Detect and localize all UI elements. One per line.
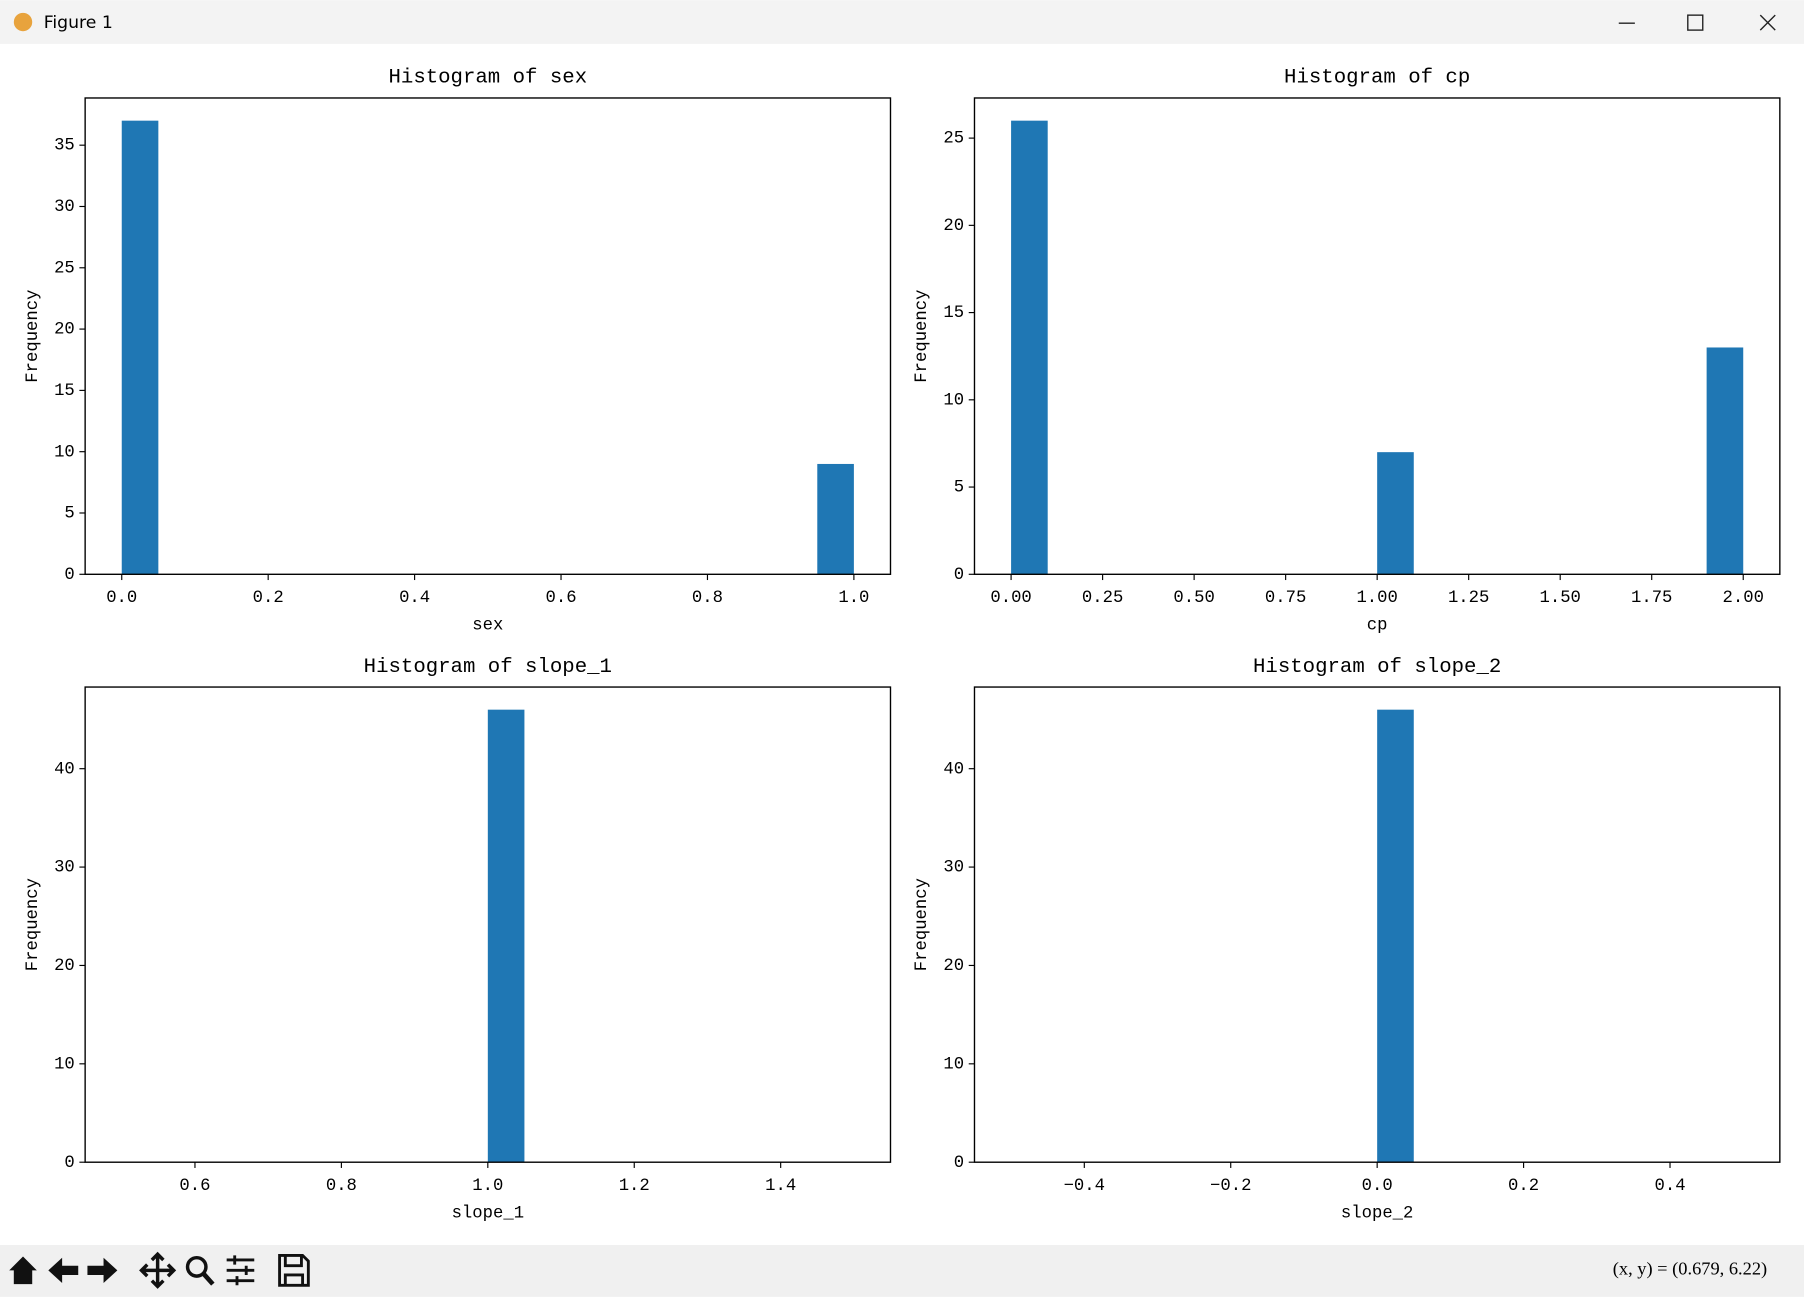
- x-tick-label: 0.4: [1654, 1177, 1685, 1196]
- histogram-bar: [1706, 347, 1744, 575]
- y-tick-label: 25: [54, 259, 75, 278]
- x-tick-label: 1.0: [472, 1177, 503, 1196]
- y-tick-label: 0: [954, 1154, 964, 1173]
- x-tick-label: −0.4: [1064, 1177, 1105, 1196]
- back-button[interactable]: [48, 1257, 79, 1284]
- y-tick-label: 0: [64, 566, 74, 585]
- app-icon: [13, 12, 33, 32]
- x-tick-label: 0.0: [106, 589, 137, 608]
- histogram-bar: [487, 709, 525, 1163]
- x-axis-label: slope_1: [452, 1204, 524, 1223]
- histogram-bar: [121, 120, 159, 575]
- x-tick-label: 0.75: [1265, 589, 1306, 608]
- y-axis-label: Frequency: [913, 290, 932, 383]
- x-tick-label: 1.2: [619, 1177, 650, 1196]
- axes-frame: [84, 686, 892, 1163]
- y-tick-label: 40: [54, 760, 75, 779]
- home-button[interactable]: [9, 1256, 37, 1285]
- x-tick-label: 1.4: [765, 1177, 796, 1196]
- x-tick-label: 0.6: [545, 589, 576, 608]
- x-tick-label: 0.2: [253, 589, 284, 608]
- y-tick-label: 5: [64, 505, 74, 524]
- y-tick-label: 35: [54, 137, 75, 156]
- x-tick-label: 0.00: [990, 589, 1031, 608]
- y-tick-label: 15: [54, 382, 75, 401]
- histogram-bar: [1377, 452, 1414, 575]
- y-tick-label: 20: [54, 321, 75, 340]
- y-tick-label: 25: [943, 130, 964, 149]
- y-tick-label: 20: [54, 957, 75, 976]
- y-tick-label: 5: [954, 479, 964, 498]
- zoom-button[interactable]: [185, 1255, 215, 1286]
- histogram-bar: [1377, 709, 1414, 1163]
- toolbar: [0, 1245, 1804, 1297]
- x-tick-label: 0.6: [179, 1177, 210, 1196]
- x-tick-label: −0.2: [1210, 1177, 1251, 1196]
- y-tick-label: 10: [943, 1055, 964, 1074]
- y-tick-label: 10: [54, 443, 75, 462]
- chart-title: Histogram of slope_1: [364, 656, 612, 679]
- y-tick-label: 10: [943, 391, 964, 410]
- configure-button[interactable]: [226, 1255, 255, 1286]
- x-tick-label: 0.4: [399, 589, 430, 608]
- axes-frame: [973, 686, 1781, 1163]
- x-tick-label: 2.00: [1723, 589, 1764, 608]
- chart-title: Histogram of cp: [1284, 67, 1470, 90]
- x-tick-label: 0.50: [1173, 589, 1214, 608]
- y-tick-label: 30: [54, 198, 75, 217]
- histogram-bar: [817, 463, 854, 575]
- chart-title: Histogram of slope_2: [1253, 656, 1501, 679]
- pan-button[interactable]: [139, 1251, 177, 1289]
- y-tick-label: 0: [954, 566, 964, 585]
- window-title: Figure 1: [44, 13, 113, 33]
- y-axis-label: Frequency: [24, 878, 43, 971]
- x-tick-label: 0.25: [1082, 589, 1123, 608]
- x-tick-label: 0.0: [1362, 1177, 1393, 1196]
- y-tick-label: 30: [943, 859, 964, 878]
- axes-frame: [84, 97, 892, 575]
- y-axis-label: Frequency: [24, 290, 43, 383]
- y-tick-label: 20: [943, 957, 964, 976]
- x-tick-label: 1.50: [1539, 589, 1580, 608]
- x-tick-label: 1.0: [838, 589, 869, 608]
- y-tick-label: 0: [64, 1154, 74, 1173]
- x-axis-label: sex: [472, 616, 503, 635]
- y-tick-label: 10: [54, 1055, 75, 1074]
- x-axis-label: cp: [1367, 616, 1388, 635]
- histogram-bar: [1011, 120, 1048, 575]
- cursor-coordinates: (x, y) = (0.679, 6.22): [1613, 1259, 1767, 1280]
- y-tick-label: 40: [943, 760, 964, 779]
- save-button[interactable]: [278, 1253, 310, 1287]
- forward-button[interactable]: [87, 1257, 118, 1284]
- x-tick-label: 0.8: [326, 1177, 357, 1196]
- x-axis-label: slope_2: [1341, 1204, 1413, 1223]
- x-tick-label: 0.2: [1508, 1177, 1539, 1196]
- chart-title: Histogram of sex: [388, 67, 587, 90]
- x-tick-label: 1.00: [1356, 589, 1397, 608]
- x-tick-label: 1.25: [1448, 589, 1489, 608]
- y-axis-label: Frequency: [913, 878, 932, 971]
- close-button[interactable]: [1759, 14, 1776, 31]
- y-tick-label: 30: [54, 859, 75, 878]
- title-bar: [0, 0, 1804, 44]
- x-tick-label: 0.8: [692, 589, 723, 608]
- x-tick-label: 1.75: [1631, 589, 1672, 608]
- y-tick-label: 15: [943, 304, 964, 323]
- y-tick-label: 20: [943, 217, 964, 236]
- maximize-button[interactable]: [1687, 14, 1704, 31]
